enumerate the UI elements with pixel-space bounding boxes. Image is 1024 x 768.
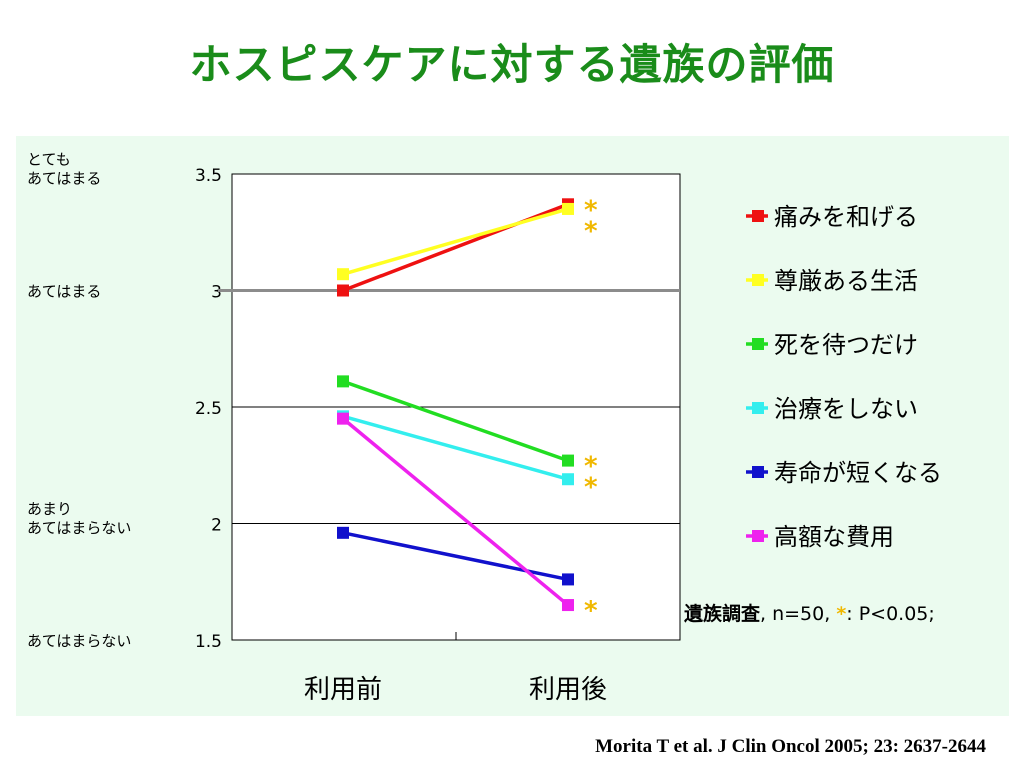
scale-label: とても [27,151,71,169]
footnote: 遺族調査, n=50, *: P<0.05; [684,602,935,625]
legend-label: 痛みを和げる [774,203,918,231]
y-tick-label: 3 [211,283,222,303]
y-tick-label: 2 [211,516,222,536]
y-tick-label: 1.5 [195,632,222,652]
footnote-star: * [836,603,846,625]
scale-label: あまり [27,500,72,518]
series-point [337,284,349,297]
footnote-suffix: : P<0.05; [846,603,935,625]
legend-swatch-marker [752,274,764,286]
significance-star: * [584,596,598,626]
legend-swatch-marker [752,338,764,350]
chart-panel: 1.5 2 2.5 3 3.5 利用前 利用後 とても あてはまる あてはまる あまり あてはまらない… [16,136,1009,716]
legend-swatch-marker [752,402,764,414]
slide-title: ホスピスケアに対する遺族の評価 [189,40,835,89]
scale-label: あてはまらない [27,519,131,537]
legend-swatch-marker [752,530,764,542]
y-tick-label: 3.5 [195,166,222,186]
series-point [562,454,574,467]
legend-label: 寿命が短くなる [774,459,942,487]
legend-label: 尊厳ある生活 [774,267,918,295]
y-tick-label: 2.5 [195,399,222,419]
series-line [342,207,569,276]
x-category-label: 利用前 [304,675,382,705]
series-line [342,531,569,582]
footnote-prefix: 遺族調査 [684,602,761,625]
series-point [337,412,349,425]
footnote-n: , n=50, [760,603,836,625]
series-point [562,202,574,215]
series-point [337,375,349,388]
scale-label: あてはまらない [27,632,131,650]
legend-swatch-marker [752,466,764,478]
series-line [341,417,570,607]
significance-star: * [584,473,598,503]
series-point [562,599,574,612]
x-category-label: 利用後 [529,675,607,705]
legend-label: 死を待つだけ [774,331,918,359]
series-point [562,473,574,486]
significance-star: * [584,452,598,482]
series-point [562,573,574,586]
significance-star: * [584,216,598,246]
series-line [342,414,569,481]
series-line [342,379,569,463]
significance-star: * [584,195,598,225]
series-point [337,526,349,539]
legend-label: 治療をしない [774,395,918,423]
series-point [337,268,349,281]
legend-swatch-marker [752,210,764,222]
scale-label: あてはまる [27,170,101,188]
legend-label: 高額な費用 [774,523,894,551]
citation: Morita T et al. J Clin Oncol 2005; 23: 2… [595,736,986,757]
scale-label: あてはまる [27,283,101,301]
